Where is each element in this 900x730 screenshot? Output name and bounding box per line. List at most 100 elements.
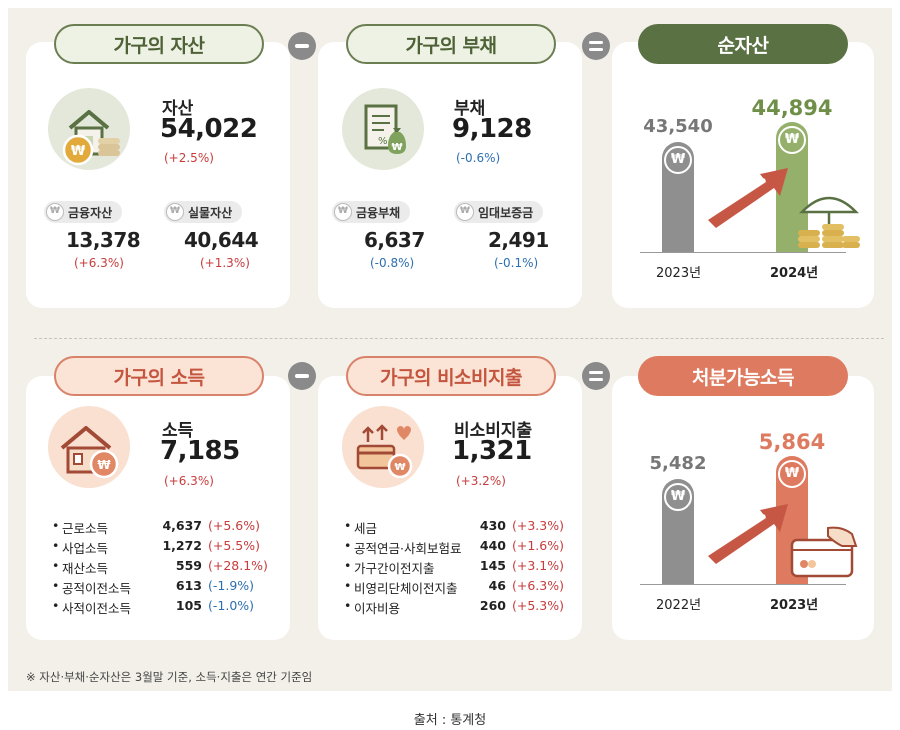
income-item-name: 공적이전소득 <box>62 581 132 596</box>
spending-item-name: 세금 <box>354 521 378 536</box>
bullet: • <box>52 558 60 573</box>
net-year-2024: 2024년 <box>770 266 819 281</box>
deposit-change: (-0.1%) <box>494 256 539 270</box>
net-assets-title-pill: 순자산 <box>638 24 848 64</box>
won-coin-icon: ₩ <box>664 483 692 512</box>
bullet: • <box>52 518 60 533</box>
net-year-2023: 2023년 <box>656 266 702 281</box>
won-coin-icon: ₩ <box>664 146 692 175</box>
income-item-value: 613 <box>175 578 202 593</box>
svg-text:₩: ₩ <box>71 144 86 159</box>
spending-item-change: (+3.1%) <box>512 558 564 573</box>
card-hearts-icon: ₩ <box>342 406 424 488</box>
spending-item-value: 145 <box>479 558 506 573</box>
net-value-2023: 43,540 <box>643 116 713 138</box>
financial-assets-change: (+6.3%) <box>74 256 124 270</box>
income-item-value: 1,272 <box>162 538 202 553</box>
disposable-value-2022: 5,482 <box>649 453 707 475</box>
deposit-pill: ₩ 임대보증금 <box>454 201 544 223</box>
income-item-change: (+28.1%) <box>208 558 268 573</box>
growth-arrow-icon <box>708 168 788 228</box>
income-item-change: (-1.9%) <box>208 578 255 593</box>
financial-assets-label: 금융자산 <box>68 205 113 220</box>
house-coins-icon: ₩ <box>48 88 130 170</box>
spending-item-name: 가구간이전지출 <box>354 561 435 576</box>
real-assets-change: (+1.3%) <box>200 256 250 270</box>
income-item-name: 사적이전소득 <box>62 601 132 616</box>
income-item-change: (+5.6%) <box>208 518 260 533</box>
deposit-label: 임대보증금 <box>478 205 534 220</box>
bullet: • <box>344 558 352 573</box>
svg-text:₩: ₩ <box>97 458 111 472</box>
bullet: • <box>344 598 352 613</box>
income-item-name: 사업소득 <box>62 541 109 556</box>
assets-card <box>26 42 290 308</box>
disposable-chart-axis <box>640 584 846 585</box>
spending-item-value: 430 <box>479 518 506 533</box>
won-coin-icon: ₩ <box>778 126 806 154</box>
spending-item-name: 이자비용 <box>354 601 401 616</box>
income-label: 소득 <box>162 421 194 441</box>
won-icon: ₩ <box>334 203 352 221</box>
debt-title-pill: 가구의 부채 <box>346 24 556 64</box>
spending-item-change: (+6.3%) <box>512 578 564 593</box>
income-item-value: 105 <box>175 598 202 613</box>
spending-item-name: 비영리단체이전지출 <box>354 581 458 596</box>
bullet: • <box>344 518 352 533</box>
spending-item-name: 공적연금·사회보험료 <box>354 541 462 556</box>
svg-text:₩: ₩ <box>391 142 402 153</box>
won-coin-icon: ₩ <box>778 460 806 488</box>
spending-item-value: 440 <box>479 538 506 553</box>
income-item-value: 4,637 <box>162 518 202 533</box>
disposable-income-title-pill: 처분가능소득 <box>638 356 848 396</box>
assets-value: 54,022 <box>160 114 258 144</box>
financial-assets-value: 13,378 <box>66 228 141 252</box>
won-icon: ₩ <box>456 203 474 221</box>
bullet: • <box>52 538 60 553</box>
spending-title-pill: 가구의 비소비지출 <box>346 356 556 396</box>
spending-item-row: • 비영리단체이전지출 46 (+6.3%) <box>344 578 594 596</box>
spending-item-change: (+1.6%) <box>512 538 564 553</box>
source-caption: 출처 : 통계청 <box>413 713 487 728</box>
house-income-icon: ₩ <box>48 406 130 488</box>
won-icon: ₩ <box>166 203 184 221</box>
income-title-pill: 가구의 소득 <box>54 356 264 396</box>
income-change: (+6.3%) <box>164 474 214 488</box>
disposable-year-2023: 2023년 <box>770 598 819 613</box>
income-item-row: • 사업소득 1,272 (+5.5%) <box>52 538 302 556</box>
growth-arrow-icon <box>708 504 788 564</box>
equals-operator-icon <box>582 362 610 390</box>
bullet: • <box>52 598 60 613</box>
net-assets-chart: ₩ ₩ 43,540 44,894 +3.1% 2023년 2024년 <box>612 42 874 308</box>
minus-operator-icon <box>288 362 316 390</box>
income-item-change: (+5.5%) <box>208 538 260 553</box>
disposable-income-chart: ₩ ₩ 5,482 5,864 +7.0% 2022년 2023년 <box>612 376 874 640</box>
debt-value: 9,128 <box>452 114 532 144</box>
spending-item-row: • 이자비용 260 (+5.3%) <box>344 598 594 616</box>
disposable-value-2023: 5,864 <box>758 430 826 454</box>
debt-card <box>318 42 582 308</box>
section-divider <box>34 338 884 339</box>
spending-item-row: • 세금 430 (+3.3%) <box>344 518 594 536</box>
income-item-row: • 공적이전소득 613 (-1.9%) <box>52 578 302 596</box>
net-assets-card <box>612 42 874 308</box>
spending-item-value: 260 <box>479 598 506 613</box>
footnote: ※ 자산·부채·순자산은 3월말 기준, 소득·지출은 연간 기준임 <box>26 670 313 684</box>
disposable-income-card <box>612 376 874 640</box>
bullet: • <box>344 578 352 593</box>
income-value: 7,185 <box>160 436 240 466</box>
infographic-panel: 가구의 자산 ₩ 자산 54,022 (+2.5%) ₩ 금융자산 13,378… <box>8 8 892 691</box>
net-chart-axis <box>640 252 846 253</box>
disposable-year-2022: 2022년 <box>656 598 702 613</box>
assets-label: 자산 <box>162 99 194 119</box>
equals-operator-icon <box>582 32 610 60</box>
umbrella-coins-icon <box>798 196 860 248</box>
income-item-row: • 재산소득 559 (+28.1%) <box>52 558 302 576</box>
bullet: • <box>52 578 60 593</box>
spending-label: 비소비지출 <box>454 421 533 441</box>
income-item-row: • 사적이전소득 105 (-1.0%) <box>52 598 302 616</box>
bullet: • <box>344 538 352 553</box>
svg-text:₩: ₩ <box>394 462 405 473</box>
financial-debt-change: (-0.8%) <box>370 256 415 270</box>
spending-item-value: 46 <box>488 578 506 593</box>
